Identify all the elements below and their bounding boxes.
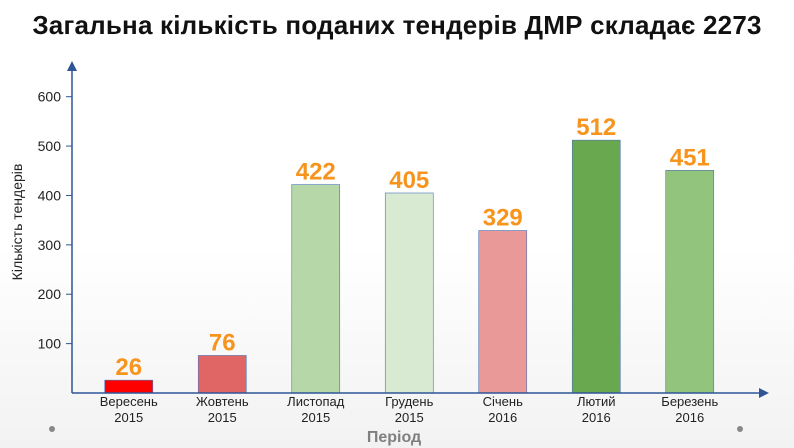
y-tick-label: 200 (38, 286, 62, 302)
y-axis-title: Кількість тендерів (9, 164, 25, 281)
x-axis-title: Період (367, 429, 421, 446)
y-tick-label: 100 (38, 336, 62, 352)
data-label: 26 (115, 354, 142, 381)
x-category-year: 2016 (582, 410, 611, 425)
x-category-label: Січень (483, 394, 523, 409)
x-category-year: 2016 (675, 410, 704, 425)
x-category-year: 2015 (208, 410, 237, 425)
data-label: 405 (389, 167, 429, 194)
slide-dot-left (49, 426, 55, 432)
y-tick-label: 400 (38, 187, 62, 203)
bar (665, 169, 715, 394)
data-label: 76 (209, 329, 236, 356)
data-label: 329 (483, 205, 523, 232)
bar (291, 184, 341, 394)
bar (384, 192, 434, 394)
x-category-label: Жовтень (196, 394, 249, 409)
data-label: 451 (670, 144, 710, 171)
bar (478, 230, 528, 394)
bar (571, 139, 621, 394)
x-category-year: 2016 (488, 410, 517, 425)
x-category-label: Грудень (385, 394, 433, 409)
x-category-label: Вересень (100, 394, 158, 409)
bar (197, 355, 247, 394)
y-tick-label: 600 (38, 89, 62, 105)
bar (104, 379, 154, 394)
x-category-label: Лютий (577, 394, 615, 409)
slide-dot-right (737, 426, 743, 432)
x-category-year: 2015 (301, 410, 330, 425)
data-label: 422 (296, 159, 336, 186)
data-label: 512 (576, 114, 616, 141)
x-category-label: Листопад (287, 394, 345, 409)
x-category-year: 2015 (395, 410, 424, 425)
x-category-label: Березень (661, 394, 718, 409)
y-tick-label: 500 (38, 138, 62, 154)
x-category-year: 2015 (114, 410, 143, 425)
y-tick-label: 300 (38, 237, 62, 253)
chart-title: Загальна кількість поданих тендерів ДМР … (32, 10, 762, 40)
